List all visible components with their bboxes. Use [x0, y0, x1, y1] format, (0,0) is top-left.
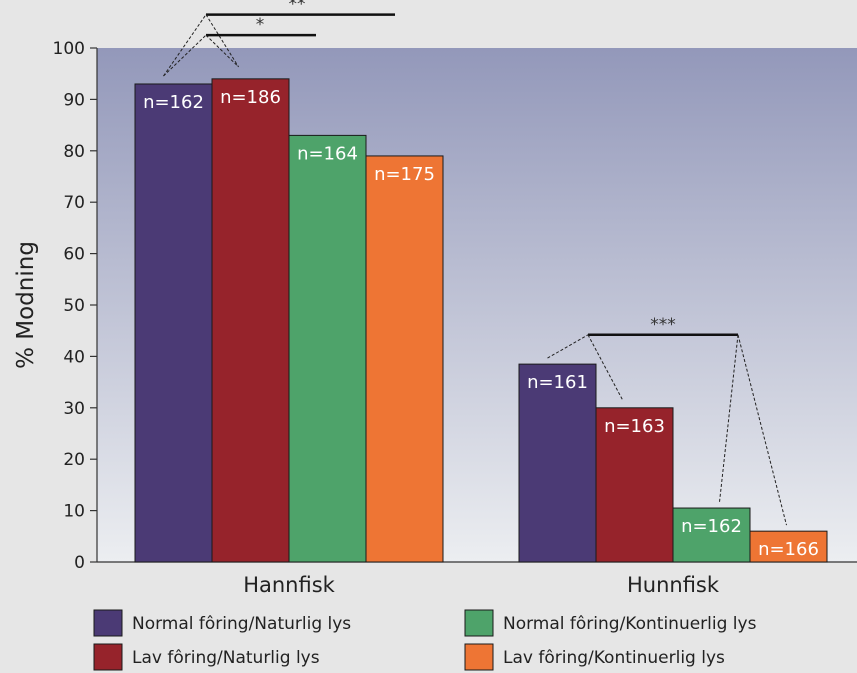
- y-tick-label: 70: [63, 193, 85, 213]
- bar-label: n=162: [143, 92, 204, 113]
- bar-label: n=166: [758, 539, 819, 560]
- bar-label: n=164: [297, 143, 358, 164]
- y-tick-label: 40: [63, 347, 85, 367]
- significance-connector: [163, 14, 207, 77]
- significance-label: **: [289, 0, 306, 15]
- bar-label: n=175: [374, 164, 435, 185]
- significance-connector: [547, 334, 589, 359]
- bar: [518, 363, 597, 563]
- x-category-label: Hunnfisk: [627, 573, 720, 597]
- y-tick-label: 90: [63, 90, 85, 110]
- bar: [288, 134, 367, 563]
- significance-connector: [737, 334, 787, 526]
- bar-label: n=162: [681, 516, 742, 537]
- legend-label: Normal fôring/Kontinuerlig lys: [503, 614, 757, 634]
- y-tick-label: 60: [63, 245, 85, 265]
- significance-connector: [205, 14, 239, 68]
- legend-swatch: [464, 609, 494, 637]
- legend: Normal fôring/Naturlig lys Lav fôring/Nat…: [93, 609, 757, 671]
- y-tick-label: 100: [53, 39, 85, 59]
- bar: [211, 78, 290, 563]
- significance-connector: [205, 34, 239, 68]
- legend-swatch: [464, 643, 494, 671]
- significance-connector: [587, 334, 623, 401]
- significance-label: ***: [650, 315, 676, 335]
- bar: [365, 155, 444, 563]
- bar-label: n=163: [604, 416, 665, 437]
- bars: n=162 n=186 n=164 n=175 Hannfisk n=161 n=163 n=…: [134, 78, 828, 597]
- bar: [595, 407, 674, 563]
- bar: [749, 530, 828, 563]
- legend-swatch: [93, 643, 123, 671]
- legend-label: Normal fôring/Naturlig lys: [132, 614, 351, 634]
- y-tick-label: 0: [74, 553, 85, 573]
- bar: [672, 507, 751, 563]
- y-tick-label: 80: [63, 142, 85, 162]
- y-tick-label: 50: [63, 296, 85, 316]
- y-tick-label: 20: [63, 450, 85, 470]
- y-tick-label: 30: [63, 399, 85, 419]
- legend-label: Lav fôring/Kontinuerlig lys: [503, 648, 725, 668]
- significance-label: *: [256, 15, 265, 35]
- bar: [134, 83, 213, 563]
- legend-swatch: [93, 609, 123, 637]
- axes: 0 10 20 30 40 50 60 70 80 90 100: [53, 39, 857, 573]
- bar-label: n=161: [527, 372, 588, 393]
- x-category-label: Hannfisk: [243, 573, 335, 597]
- bar-label: n=186: [220, 87, 281, 108]
- y-tick-label: 10: [63, 502, 85, 522]
- legend-label: Lav fôring/Naturlig lys: [132, 648, 320, 668]
- significance-connector: [719, 334, 739, 503]
- significance-annotations: ******: [163, 0, 787, 526]
- y-axis-label: % Modning: [13, 241, 39, 369]
